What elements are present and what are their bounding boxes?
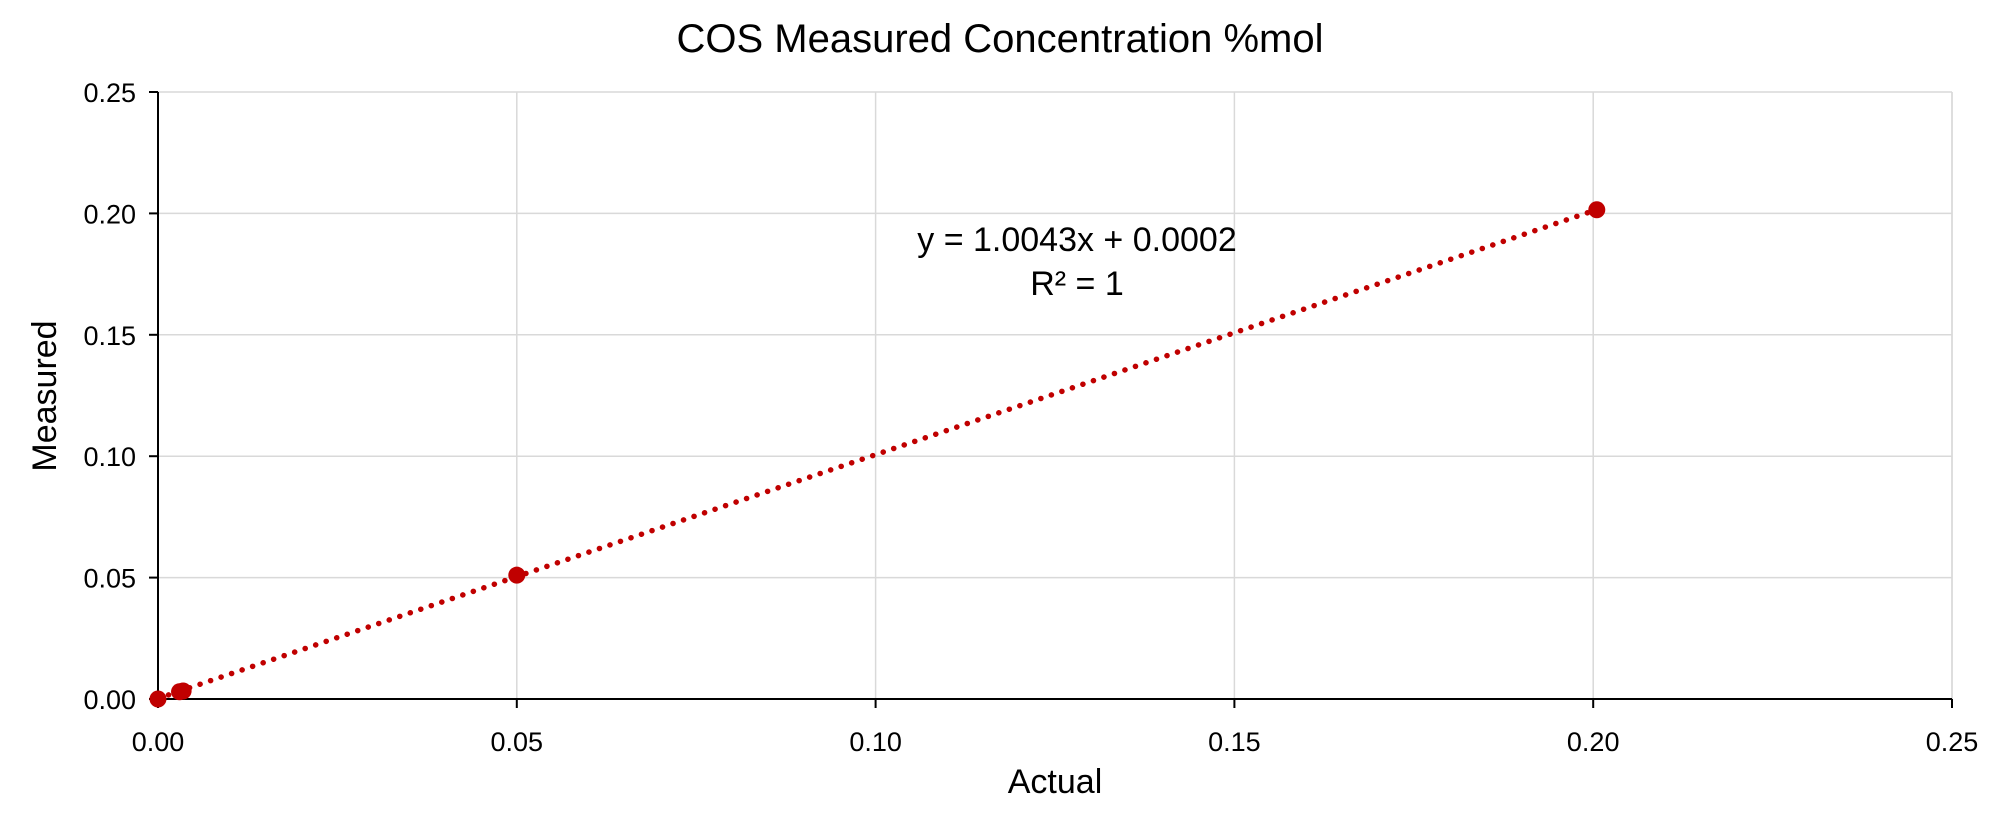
trendline-group	[155, 206, 1600, 702]
grid	[158, 91, 1953, 699]
data-point	[508, 566, 526, 584]
x-axis-label: Actual	[1008, 763, 1103, 801]
data-points	[149, 201, 1606, 708]
x-tick-label: 0.25	[1926, 727, 1979, 757]
y-tick-label: 0.00	[83, 685, 136, 715]
chart-title: COS Measured Concentration %mol	[677, 17, 1324, 61]
trendline	[155, 206, 1600, 702]
y-axis-label: Measured	[26, 320, 64, 471]
y-tick-label: 0.20	[83, 199, 136, 229]
data-point	[174, 682, 192, 700]
y-tick-label: 0.25	[83, 78, 136, 108]
axes: 0.00 0.05 0.10 0.15 0.20 0.25 0.00 0.05 0.10 0.15…	[83, 78, 1978, 757]
x-tick-label: 0.20	[1567, 727, 1620, 757]
y-tick-label: 0.05	[83, 564, 136, 594]
y-tick-label: 0.15	[83, 321, 136, 351]
x-tick-label: 0.10	[849, 727, 902, 757]
y-tick-label: 0.10	[83, 442, 136, 472]
data-point	[1588, 201, 1606, 219]
trendline-equation: y = 1.0043x + 0.0002	[917, 221, 1236, 259]
trendline-r-squared: R² = 1	[1030, 265, 1124, 303]
data-point	[149, 690, 167, 708]
x-tick-label: 0.15	[1208, 727, 1261, 757]
x-tick-label: 0.05	[491, 727, 544, 757]
x-tick-label: 0.00	[132, 727, 185, 757]
